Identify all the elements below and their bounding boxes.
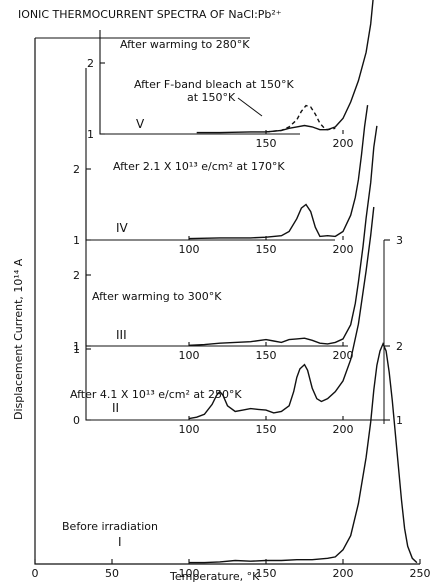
tick-labels: 0 50 100 150 200 250 1 2 3 100 150 200 0 1 100 150 200 1 2…	[32, 57, 431, 580]
x-tick-label-I: 250	[410, 567, 431, 580]
annotation-I: Before irradiation	[62, 520, 158, 533]
y-tick-label-IV: 2	[73, 163, 80, 176]
figure-title: IONIC THERMOCURRENT SPECTRA OF NaCl:Pb²⁺	[18, 8, 282, 21]
x-tick-label-V: 200	[333, 137, 354, 150]
y-tick-right-label: 3	[396, 234, 403, 247]
x-tick-label-I: 50	[105, 567, 119, 580]
y-tick-label-IV: 1	[73, 234, 80, 247]
panel-label-3: III	[116, 328, 127, 342]
curve-IV-main	[188, 105, 369, 240]
x-tick-label-I: 100	[179, 567, 200, 580]
annotation-V-bleach: After F-band bleach at 150°K	[134, 78, 294, 91]
x-tick-label-I: 200	[333, 567, 354, 580]
x-tick-label-III: 200	[333, 349, 354, 362]
panel-label-5: V	[136, 117, 145, 131]
y-tick-label-III: 1	[73, 340, 80, 353]
y-tick-right-label: 2	[396, 340, 403, 353]
x-tick-label-III: 100	[179, 349, 200, 362]
annotation-V-bleach-2: at 150°K	[187, 91, 236, 104]
curve-III-main	[188, 125, 378, 346]
curve-V-dashed	[265, 104, 336, 133]
x-tick-label-III: 150	[256, 349, 277, 362]
x-axis-label: Temperature, °K	[169, 570, 260, 583]
curves-layer	[188, 0, 418, 564]
x-tick-label-IV: 100	[179, 243, 200, 256]
x-tick-label-I: 150	[256, 567, 277, 580]
x-tick-label-V: 150	[256, 137, 277, 150]
y-tick-label-II: 0	[73, 414, 80, 427]
panel-3-frame	[85, 170, 348, 347]
x-tick-label-II: 200	[333, 423, 354, 436]
y-tick-label-V: 1	[87, 128, 94, 141]
y-tick-right-label: 1	[396, 414, 403, 427]
y-tick-label-V: 2	[87, 57, 94, 70]
x-tick-label-II: 150	[256, 423, 277, 436]
x-tick-label-IV: 200	[333, 243, 354, 256]
annotation-II: After 4.1 X 10¹³ e/cm² at 250°K	[70, 388, 242, 401]
curve-II-main	[188, 206, 375, 420]
panel-label-4: IV	[116, 221, 129, 235]
y-tick-label-III: 2	[73, 269, 80, 282]
x-tick-label-II: 100	[179, 423, 200, 436]
annotation-IV: After 2.1 X 10¹³ e/cm² at 170°K	[113, 160, 285, 173]
panel-label-2: II	[112, 401, 119, 415]
annotation-arrow	[237, 97, 263, 117]
annotations: Before irradiation After 4.1 X 10¹³ e/cm²…	[62, 38, 294, 549]
y-tick-label-II: 1	[73, 343, 80, 356]
x-tick-label-IV: 150	[256, 243, 277, 256]
curve-I-main	[189, 342, 418, 564]
x-tick-label-I: 0	[32, 567, 39, 580]
curve-V-solid	[196, 0, 374, 134]
annotation-V: After warming to 280°K	[120, 38, 250, 51]
y-axis-label: Displacement Current, 10¹⁴ A	[12, 258, 25, 420]
annotation-III: After warming to 300°K	[92, 290, 222, 303]
panel-label-1: I	[118, 535, 122, 549]
